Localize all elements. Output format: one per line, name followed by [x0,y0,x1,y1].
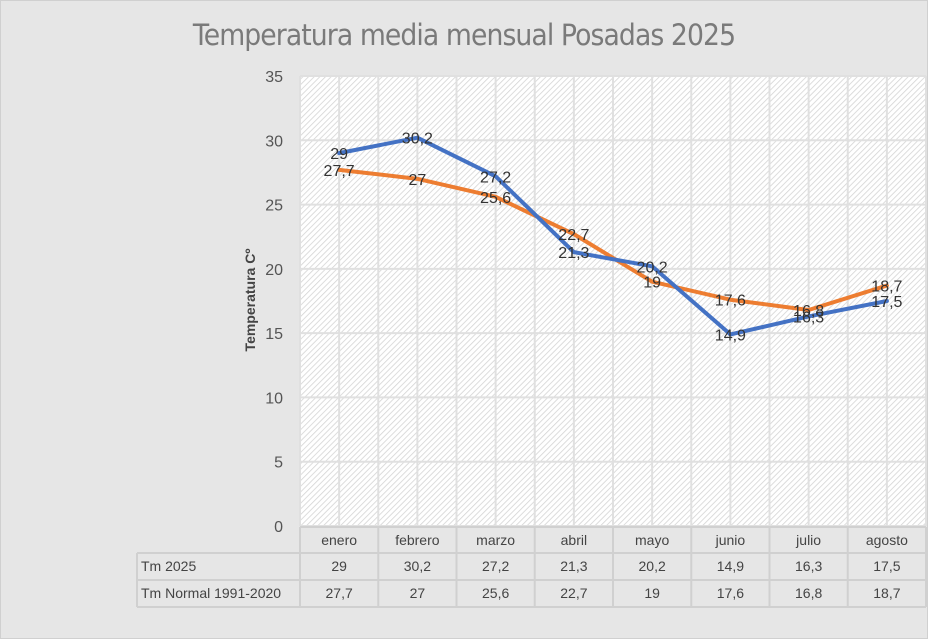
table-cell: 25,6 [482,585,509,601]
chart-title: Temperatura media mensual Posadas 2025 [192,18,736,52]
legend-entry: Tm Normal 1991-2020 [141,585,281,601]
legend-entry: Tm 2025 [141,558,196,574]
y-tick-label: 10 [265,390,283,407]
x-category-label: febrero [395,532,440,548]
y-tick-label: 5 [274,455,283,472]
x-category-label: mayo [635,532,669,548]
data-label: 17,5 [871,294,902,311]
data-label: 30,2 [402,131,433,148]
y-tick-label: 20 [265,262,283,279]
x-category-label: agosto [866,532,908,548]
data-label: 16,3 [793,309,824,326]
x-category-label: julio [795,532,821,548]
data-label: 17,6 [715,293,746,310]
x-category-label: junio [715,532,746,548]
y-tick-label: 30 [265,133,283,150]
data-label: 27,2 [480,169,511,186]
data-label: 25,6 [480,190,511,207]
data-label: 21,3 [558,245,589,262]
y-tick-label: 0 [274,519,283,536]
x-category-label: marzo [476,532,515,548]
table-cell: 27 [410,585,426,601]
table-cell: 19 [644,585,660,601]
table-cell: 22,7 [560,585,587,601]
y-tick-label: 25 [265,198,283,215]
data-label: 18,7 [871,279,902,296]
table-cell: 27,2 [482,558,509,574]
table-cell: 29 [331,558,347,574]
series-line [337,135,889,337]
table-cell: 14,9 [717,558,744,574]
table-cell: 27,7 [326,585,353,601]
table-cell: 17,6 [717,585,744,601]
data-label: 27 [408,172,426,189]
table-cell: 21,3 [560,558,587,574]
table-cell: 18,7 [873,585,900,601]
table-cell: 30,2 [404,558,431,574]
data-label: 27,7 [324,163,355,180]
y-tick-label: 35 [265,69,283,86]
y-tick-label: 15 [265,326,283,343]
table-cell: 20,2 [639,558,666,574]
data-label: 20,2 [637,259,668,276]
table-cell: 16,3 [795,558,822,574]
table-cell: 16,8 [795,585,822,601]
x-category-label: enero [321,532,357,548]
data-label: 29 [330,146,348,163]
data-label: 16,8 [793,303,824,320]
data-label: 14,9 [715,327,746,344]
data-label: 19 [643,275,661,292]
data-label: 22,7 [558,227,589,244]
table-cell: 17,5 [873,558,900,574]
x-category-label: abril [561,532,587,548]
